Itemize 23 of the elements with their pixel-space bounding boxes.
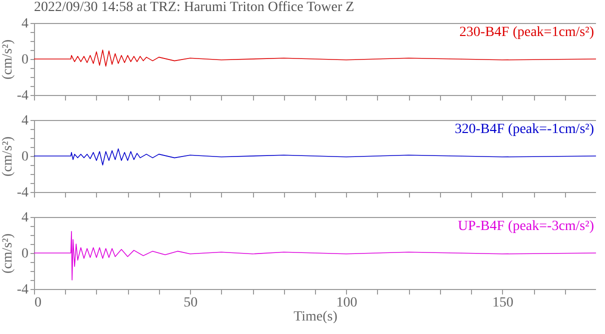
y-tick-label: 0 [22, 150, 28, 164]
y-tick-label: 0 [22, 52, 28, 68]
y-axis-title: (cm/s²) [0, 136, 16, 176]
annotation: 230-B4F (peak=1cm/s²) [459, 25, 594, 40]
line-series [34, 231, 596, 280]
chart-title: 2022/09/30 14:58 at TRZ: Harumi Triton Office Tower Z [34, 0, 354, 15]
y-tick-label: -4 [16, 186, 28, 200]
y-tick-label: 4 [22, 114, 28, 128]
y-tick-label: -4 [16, 282, 28, 298]
x-tick-label: 100 [336, 296, 358, 310]
y-tick-label: 4 [22, 210, 28, 226]
y-tick-label: 4 [22, 16, 28, 32]
x-tick-label: 50 [184, 296, 198, 310]
y-tick-label: 0 [22, 246, 28, 262]
annotation: UP-B4F (peak=-3cm/s²) [458, 219, 594, 234]
y-axis-title: (cm/s²) [0, 233, 16, 274]
x-tick-label: 150 [492, 296, 514, 310]
line-series [34, 148, 596, 166]
line-series [34, 50, 596, 67]
x-tick-label: 0 [34, 296, 42, 310]
y-axis-title: (cm/s²) [0, 39, 16, 80]
y-tick-label: -4 [16, 88, 28, 104]
annotation: 320-B4F (peak=-1cm/s²) [454, 122, 594, 137]
